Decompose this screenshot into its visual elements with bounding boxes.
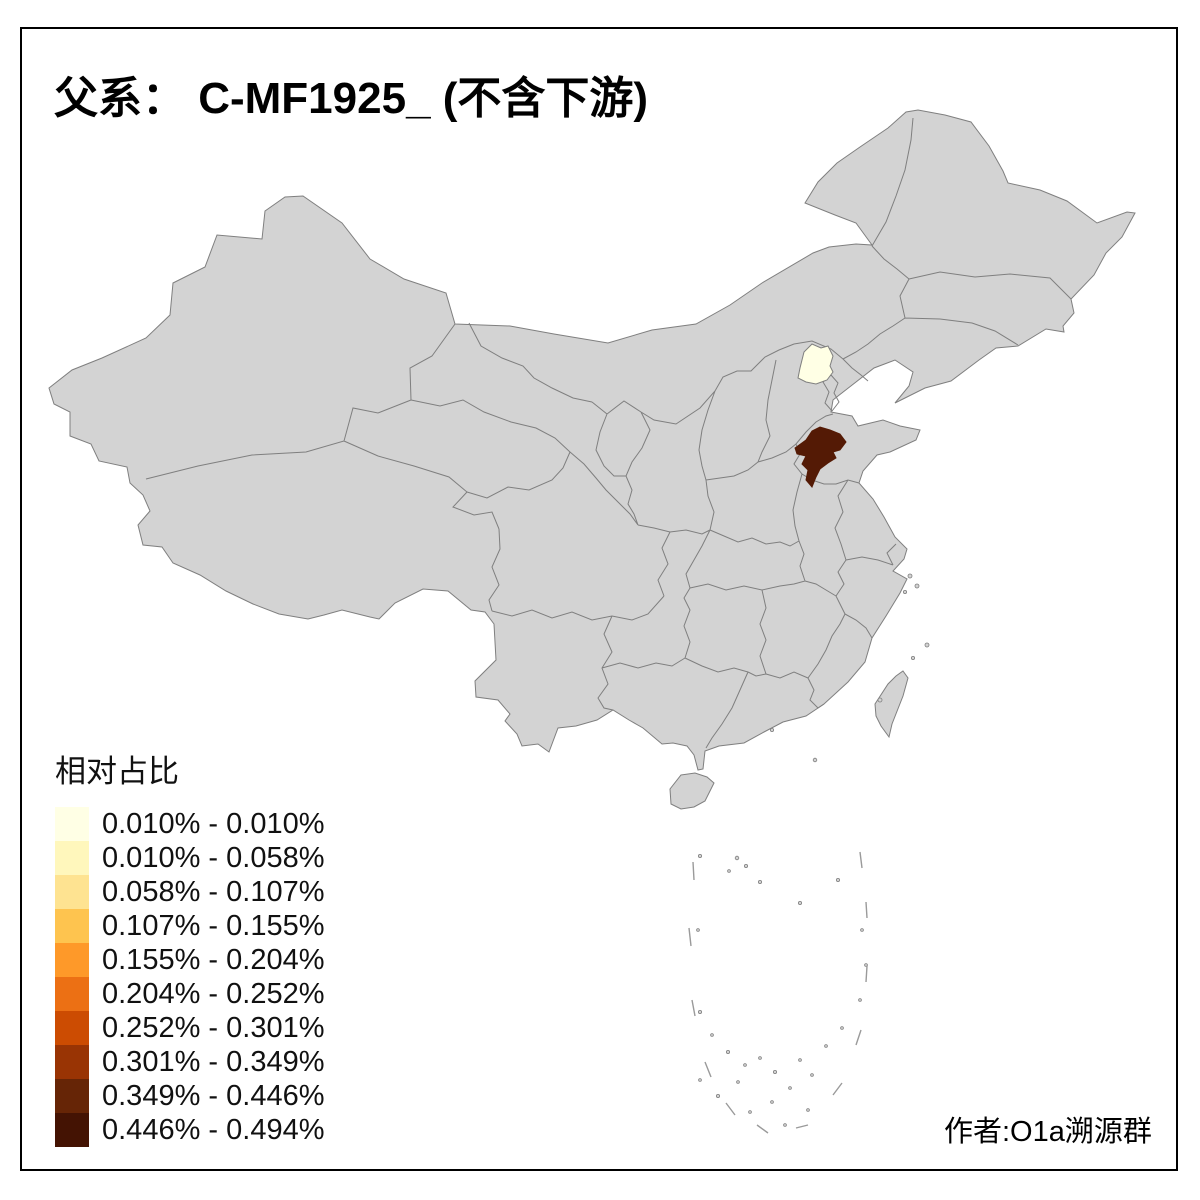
- legend-label: 0.058% - 0.107%: [102, 875, 325, 908]
- legend-swatch: [55, 909, 89, 943]
- legend-label: 0.446% - 0.494%: [102, 1113, 325, 1146]
- legend-item: 0.155% - 0.204%: [55, 943, 324, 977]
- legend-swatch: [55, 875, 89, 909]
- legend-swatch: [55, 1045, 89, 1079]
- legend-label: 0.204% - 0.252%: [102, 977, 325, 1010]
- legend-item: 0.010% - 0.010%: [55, 807, 324, 841]
- legend-swatch: [55, 807, 89, 841]
- legend-rows: 0.010% - 0.010% 0.010% - 0.058% 0.058% - 0…: [55, 807, 324, 1147]
- plot-border-frame: [20, 27, 1178, 1171]
- legend-item: 0.252% - 0.301%: [55, 1011, 324, 1045]
- china-mainland-shape: [48, 109, 1136, 771]
- legend-item: 0.349% - 0.446%: [55, 1079, 324, 1113]
- legend-item: 0.107% - 0.155%: [55, 909, 324, 943]
- legend-swatch: [55, 977, 89, 1011]
- legend: 相对占比 0.010% - 0.010% 0.010% - 0.058% 0.058…: [55, 746, 324, 1147]
- legend-swatch: [55, 1079, 89, 1113]
- dark-region-shape: [794, 426, 847, 488]
- taiwan-island-shape: [874, 670, 909, 739]
- legend-label: 0.010% - 0.058%: [102, 841, 325, 874]
- legend-item: 0.301% - 0.349%: [55, 1045, 324, 1079]
- legend-label: 0.301% - 0.349%: [102, 1045, 325, 1078]
- legend-label: 0.349% - 0.446%: [102, 1079, 325, 1112]
- legend-title: 相对占比: [55, 754, 179, 789]
- legend-swatch: [55, 1011, 89, 1045]
- author-credit: 作者:O1a溯源群: [944, 1116, 1152, 1148]
- coastal-and-sea-islets: [696, 573, 930, 1127]
- legend-item: 0.010% - 0.058%: [55, 841, 324, 875]
- legend-swatch: [55, 1113, 89, 1147]
- legend-label: 0.010% - 0.010%: [102, 807, 325, 840]
- legend-label: 0.107% - 0.155%: [102, 909, 325, 942]
- sea-boundary-dashes: [688, 851, 868, 1134]
- land-shapes: [48, 109, 1136, 810]
- page-title: 父系： C-MF1925_ (不含下游): [54, 74, 649, 123]
- legend-item: 0.446% - 0.494%: [55, 1113, 324, 1147]
- legend-item: 0.058% - 0.107%: [55, 875, 324, 909]
- legend-label: 0.252% - 0.301%: [102, 1011, 325, 1044]
- hainan-island-shape: [669, 772, 715, 810]
- legend-item: 0.204% - 0.252%: [55, 977, 324, 1011]
- legend-swatch: [55, 943, 89, 977]
- pale-region-shape: [797, 343, 834, 385]
- legend-swatch: [55, 841, 89, 875]
- province-borders: [145, 117, 1072, 749]
- legend-label: 0.155% - 0.204%: [102, 943, 325, 976]
